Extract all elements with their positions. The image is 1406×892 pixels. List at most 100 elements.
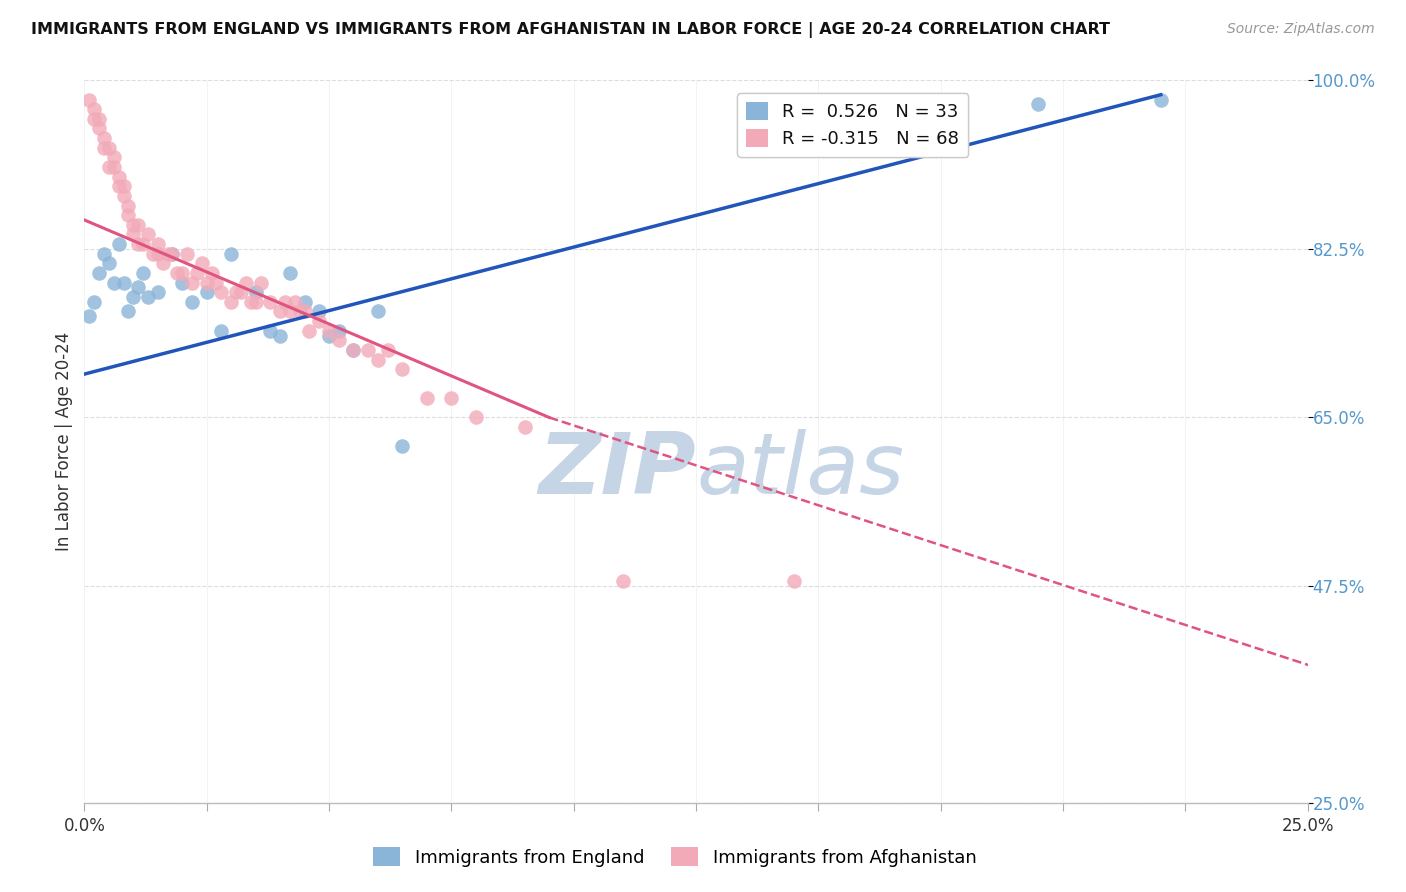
Point — [142, 246, 165, 260]
Point — [440, 391, 463, 405]
Point — [107, 237, 129, 252]
Point — [209, 324, 232, 338]
Point — [181, 294, 204, 309]
Point — [146, 237, 169, 252]
Point — [288, 304, 311, 318]
Point — [219, 246, 242, 260]
Point — [117, 208, 139, 222]
Point — [308, 304, 330, 318]
Point — [294, 304, 316, 318]
Point — [87, 112, 110, 126]
Point — [274, 294, 297, 309]
Point — [259, 324, 281, 338]
Point — [103, 276, 125, 290]
Point — [127, 237, 149, 252]
Point — [391, 362, 413, 376]
Point — [172, 266, 194, 280]
Point — [318, 324, 340, 338]
Point — [93, 141, 115, 155]
Point — [328, 334, 350, 348]
Point — [83, 294, 105, 309]
Point — [127, 218, 149, 232]
Point — [112, 189, 135, 203]
Point — [278, 304, 301, 318]
Point — [127, 280, 149, 294]
Point — [245, 285, 267, 300]
Point — [77, 310, 100, 324]
Point — [132, 266, 155, 280]
Point — [391, 439, 413, 453]
Point — [186, 266, 208, 280]
Point — [152, 256, 174, 270]
Point — [87, 121, 110, 136]
Point — [229, 285, 252, 300]
Point — [367, 352, 389, 367]
Point — [284, 294, 307, 309]
Legend: Immigrants from England, Immigrants from Afghanistan: Immigrants from England, Immigrants from… — [366, 840, 984, 874]
Text: ZIP: ZIP — [538, 429, 696, 512]
Text: IMMIGRANTS FROM ENGLAND VS IMMIGRANTS FROM AFGHANISTAN IN LABOR FORCE | AGE 20-2: IMMIGRANTS FROM ENGLAND VS IMMIGRANTS FR… — [31, 22, 1109, 38]
Point — [176, 246, 198, 260]
Point — [172, 276, 194, 290]
Point — [269, 328, 291, 343]
Point — [464, 410, 486, 425]
Point — [269, 304, 291, 318]
Point — [342, 343, 364, 357]
Point — [367, 304, 389, 318]
Point — [166, 266, 188, 280]
Point — [156, 246, 179, 260]
Point — [308, 314, 330, 328]
Point — [146, 285, 169, 300]
Point — [1028, 97, 1050, 112]
Point — [342, 343, 364, 357]
Text: Source: ZipAtlas.com: Source: ZipAtlas.com — [1227, 22, 1375, 37]
Point — [83, 112, 105, 126]
Point — [122, 227, 145, 242]
Point — [278, 266, 301, 280]
Point — [87, 266, 110, 280]
Point — [117, 304, 139, 318]
Point — [97, 256, 120, 270]
Point — [249, 276, 271, 290]
Point — [136, 290, 159, 304]
Point — [191, 256, 214, 270]
Point — [195, 276, 218, 290]
Point — [112, 276, 135, 290]
Point — [162, 246, 184, 260]
Point — [162, 246, 184, 260]
Legend: R =  0.526   N = 33, R = -0.315   N = 68: R = 0.526 N = 33, R = -0.315 N = 68 — [737, 93, 969, 157]
Point — [83, 102, 105, 116]
Point — [298, 324, 321, 338]
Point — [245, 294, 267, 309]
Point — [783, 574, 806, 589]
Point — [136, 227, 159, 242]
Point — [513, 420, 536, 434]
Point — [103, 160, 125, 174]
Point — [377, 343, 399, 357]
Point — [239, 294, 262, 309]
Point — [259, 294, 281, 309]
Point — [122, 218, 145, 232]
Point — [219, 294, 242, 309]
Point — [117, 198, 139, 212]
Point — [146, 246, 169, 260]
Point — [225, 285, 247, 300]
Point — [107, 179, 129, 194]
Point — [235, 276, 257, 290]
Point — [200, 266, 222, 280]
Point — [97, 160, 120, 174]
Point — [122, 290, 145, 304]
Point — [1150, 93, 1173, 107]
Point — [195, 285, 218, 300]
Point — [97, 141, 120, 155]
Y-axis label: In Labor Force | Age 20-24: In Labor Force | Age 20-24 — [55, 332, 73, 551]
Text: atlas: atlas — [696, 429, 904, 512]
Point — [181, 276, 204, 290]
Point — [294, 294, 316, 309]
Point — [103, 150, 125, 164]
Point — [318, 328, 340, 343]
Point — [357, 343, 380, 357]
Point — [93, 131, 115, 145]
Point — [209, 285, 232, 300]
Point — [328, 324, 350, 338]
